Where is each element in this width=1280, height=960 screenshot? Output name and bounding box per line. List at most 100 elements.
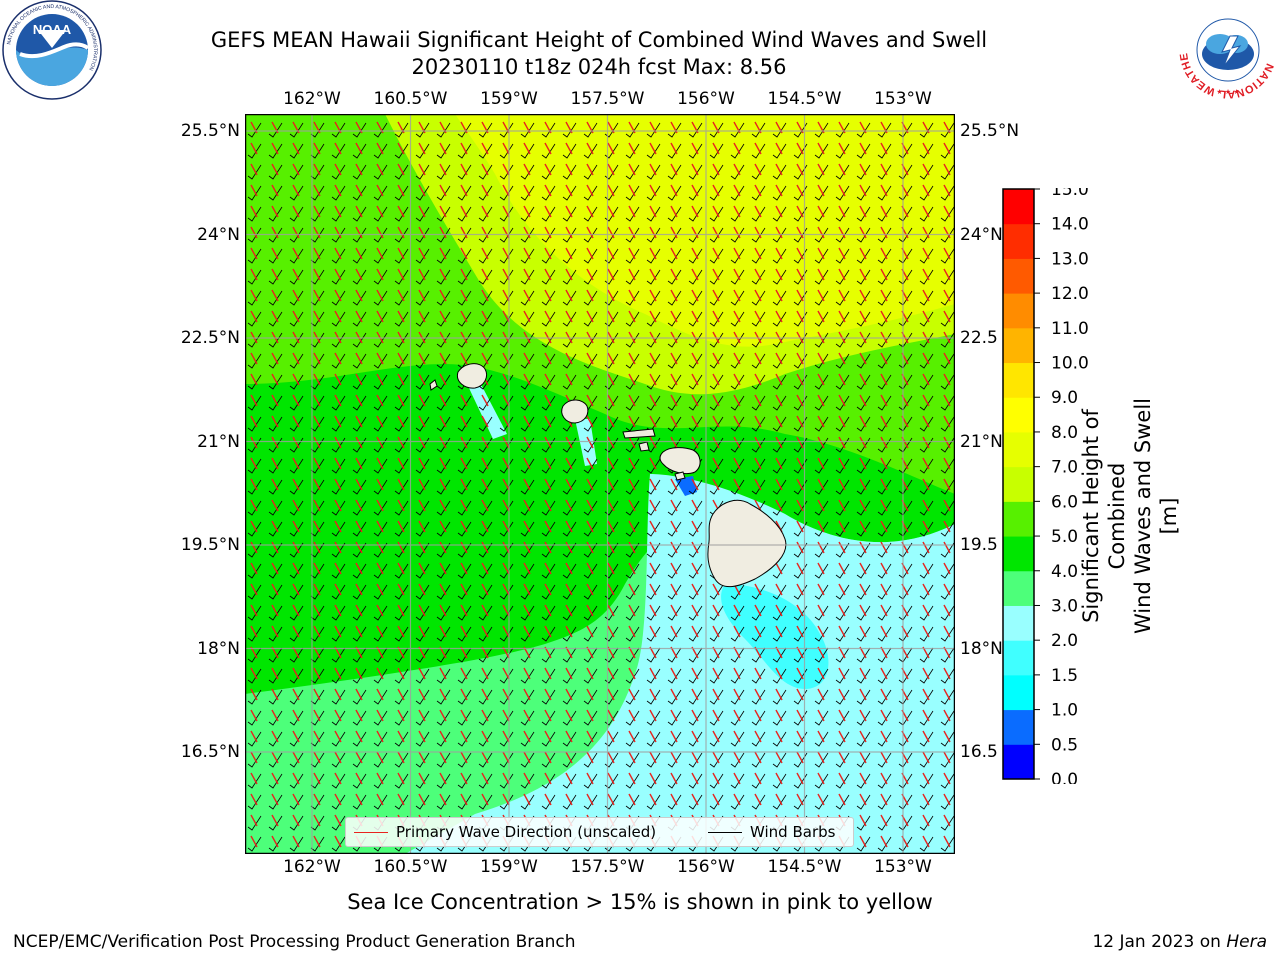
wind-barb <box>457 122 472 138</box>
wind-barb <box>415 248 430 264</box>
wind-barb <box>562 563 577 579</box>
wind-barb <box>835 185 850 201</box>
wind-barb <box>520 311 535 327</box>
wind-barb <box>268 353 283 369</box>
wave-direction-arrow <box>439 184 447 197</box>
wind-barb <box>814 563 829 579</box>
wind-barb <box>835 521 850 537</box>
wind-barb <box>352 584 367 600</box>
wave-direction-arrow <box>691 142 699 155</box>
wave-direction-arrow <box>376 352 384 365</box>
wind-barb <box>877 248 892 264</box>
wind-barb <box>604 353 619 369</box>
wave-direction-arrow <box>817 268 825 281</box>
wave-direction-arrow <box>460 709 468 722</box>
wave-direction-arrow <box>460 667 468 680</box>
wind-barb <box>394 206 409 222</box>
wave-direction-arrow <box>334 751 342 764</box>
wave-direction-arrow <box>586 499 594 512</box>
wave-direction-arrow <box>418 499 426 512</box>
wind-barb <box>352 122 367 138</box>
wind-barb <box>856 227 871 243</box>
wind-barb <box>352 185 367 201</box>
wave-direction-arrow <box>250 142 258 155</box>
wave-direction-arrow <box>397 184 405 197</box>
wave-direction-arrow <box>712 436 720 449</box>
wave-direction-arrow <box>775 499 783 512</box>
wind-barb <box>919 437 934 453</box>
wave-direction-arrow <box>334 184 342 197</box>
wave-direction-arrow <box>418 583 426 596</box>
wave-direction-arrow <box>712 667 720 680</box>
wave-direction-arrow <box>439 163 447 176</box>
wave-direction-arrow <box>502 562 510 575</box>
wave-direction-arrow <box>712 394 720 407</box>
wind-barb <box>268 752 283 768</box>
wave-direction-arrow <box>481 163 489 176</box>
wave-direction-arrow <box>670 688 678 701</box>
wave-direction-arrow <box>313 478 321 491</box>
wind-barb <box>856 416 871 432</box>
wind-barb <box>625 206 640 222</box>
wave-direction-arrow <box>544 310 552 323</box>
wave-direction-arrow <box>691 436 699 449</box>
wind-barb <box>688 395 703 411</box>
wind-barb <box>604 122 619 138</box>
wind-barb <box>520 227 535 243</box>
wind-barb <box>436 143 451 159</box>
wind-barb <box>604 500 619 516</box>
wave-direction-arrow <box>355 562 363 575</box>
wave-direction-arrow <box>628 394 636 407</box>
wave-direction-arrow <box>334 457 342 470</box>
wave-direction-arrow <box>460 457 468 470</box>
wave-direction-arrow <box>943 667 951 680</box>
wind-barb <box>625 563 640 579</box>
sea-ice-note: Sea Ice Concentration > 15% is shown in … <box>347 890 933 914</box>
wind-barb <box>478 500 493 516</box>
wave-direction-arrow <box>292 814 300 827</box>
wind-barb <box>709 185 724 201</box>
wind-barb <box>583 521 598 537</box>
wave-direction-arrow <box>880 625 888 638</box>
wind-barb <box>352 311 367 327</box>
wave-direction-arrow <box>523 520 531 533</box>
wind-barb <box>835 206 850 222</box>
wind-barb <box>667 626 682 642</box>
wave-direction-arrow <box>670 520 678 533</box>
wind-barb <box>835 584 850 600</box>
wave-direction-arrow <box>817 310 825 323</box>
wave-direction-arrow <box>292 352 300 365</box>
wind-barb <box>667 668 682 684</box>
wave-direction-arrow <box>460 394 468 407</box>
wind-barb <box>457 500 472 516</box>
wave-direction-arrow <box>292 835 300 848</box>
wave-direction-arrow <box>334 541 342 554</box>
wave-direction-arrow <box>292 604 300 617</box>
wave-direction-arrow <box>397 352 405 365</box>
wind-barb <box>478 647 493 663</box>
wave-direction-arrow <box>691 163 699 176</box>
wind-barb <box>478 416 493 432</box>
wave-direction-arrow <box>628 163 636 176</box>
lon-tick-bottom: 154.5°W <box>767 857 842 877</box>
wind-barb <box>247 353 262 369</box>
wave-direction-arrow <box>481 709 489 722</box>
wave-direction-arrow <box>880 226 888 239</box>
wind-barb <box>814 647 829 663</box>
wind-barb <box>520 479 535 495</box>
wave-direction-arrow <box>817 184 825 197</box>
wave-direction-arrow <box>355 772 363 785</box>
wind-barb <box>772 563 787 579</box>
wind-barb <box>856 731 871 747</box>
wave-direction-arrow <box>607 352 615 365</box>
wind-barb <box>940 815 955 831</box>
wind-barb <box>247 437 262 453</box>
wave-direction-arrow <box>418 625 426 638</box>
wave-direction-arrow <box>607 226 615 239</box>
wind-barb <box>562 794 577 810</box>
wave-direction-arrow <box>544 373 552 386</box>
wave-direction-arrow <box>712 226 720 239</box>
wind-barb <box>289 227 304 243</box>
wave-direction-arrow <box>733 625 741 638</box>
wave-direction-arrow <box>775 583 783 596</box>
